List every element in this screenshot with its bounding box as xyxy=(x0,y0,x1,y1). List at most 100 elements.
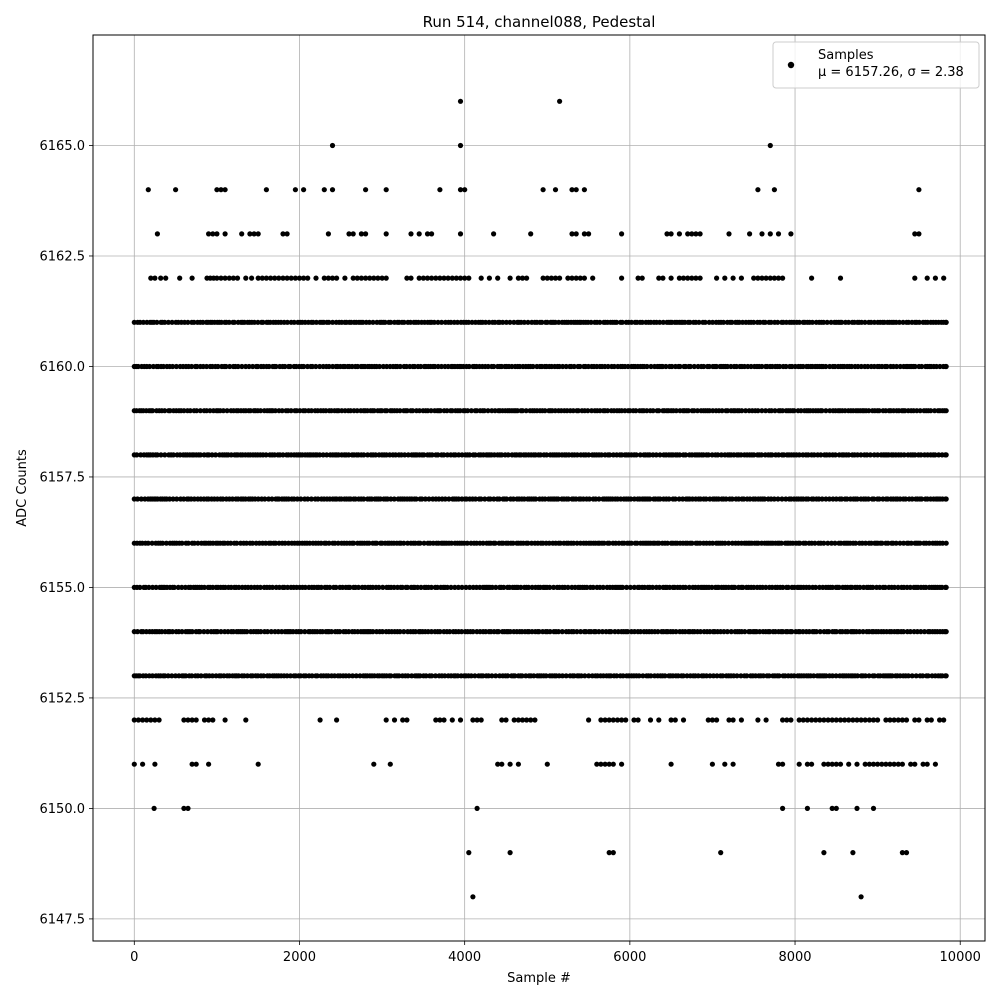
data-point xyxy=(547,629,553,635)
data-point xyxy=(197,452,204,458)
y-tick-label: 6160.0 xyxy=(40,360,86,375)
data-point xyxy=(586,496,593,502)
data-point xyxy=(507,761,513,767)
data-point xyxy=(635,717,641,723)
data-point xyxy=(656,275,662,281)
data-point xyxy=(524,275,530,281)
data-point xyxy=(201,584,207,591)
data-point xyxy=(693,231,699,237)
data-point xyxy=(194,408,200,414)
data-point xyxy=(313,275,319,281)
data-point xyxy=(416,408,423,414)
data-point xyxy=(924,275,930,281)
data-point xyxy=(772,408,778,414)
data-point xyxy=(201,629,207,635)
data-point xyxy=(857,584,863,591)
data-point xyxy=(507,850,513,856)
data-point xyxy=(455,584,461,591)
data-point xyxy=(249,540,256,546)
data-point xyxy=(917,540,923,546)
data-point xyxy=(796,717,802,723)
data-point xyxy=(552,275,559,281)
data-point xyxy=(308,408,315,414)
data-point xyxy=(495,275,501,281)
data-point xyxy=(650,584,656,591)
data-point xyxy=(515,717,522,723)
y-tick-label: 6152.5 xyxy=(40,691,86,706)
data-point xyxy=(582,673,588,679)
data-point xyxy=(824,319,830,325)
data-point xyxy=(578,629,584,635)
data-point xyxy=(397,408,403,414)
data-point xyxy=(846,319,852,325)
data-point xyxy=(218,629,224,635)
data-point xyxy=(796,761,802,767)
data-point xyxy=(895,761,901,767)
data-point xyxy=(624,584,630,591)
data-point xyxy=(154,231,160,237)
data-point xyxy=(569,275,575,281)
data-point xyxy=(530,363,536,370)
data-point xyxy=(408,231,414,237)
data-point xyxy=(540,275,546,281)
data-point xyxy=(548,275,555,281)
data-point xyxy=(919,363,925,370)
data-point xyxy=(879,540,885,546)
data-point xyxy=(606,761,612,767)
data-point xyxy=(775,319,781,325)
data-point xyxy=(789,629,795,635)
data-point xyxy=(284,319,290,325)
data-point xyxy=(367,275,373,281)
data-point xyxy=(605,408,611,414)
data-point xyxy=(837,275,844,281)
data-point xyxy=(457,275,464,281)
data-point xyxy=(138,496,144,502)
data-point xyxy=(729,496,735,502)
data-point xyxy=(383,275,389,281)
data-point xyxy=(714,275,720,281)
data-point xyxy=(565,584,571,591)
data-point xyxy=(912,231,918,237)
data-point xyxy=(673,629,679,635)
data-point xyxy=(462,187,468,193)
data-point xyxy=(817,629,823,635)
data-point xyxy=(771,496,777,502)
data-point xyxy=(860,629,866,635)
data-point xyxy=(850,717,856,723)
data-point xyxy=(134,496,141,502)
data-point xyxy=(317,717,323,723)
data-point xyxy=(330,319,336,325)
data-point xyxy=(876,496,882,502)
data-point xyxy=(653,452,659,458)
data-point xyxy=(423,673,429,679)
data-point xyxy=(682,584,689,591)
data-point xyxy=(809,319,816,325)
data-point xyxy=(908,540,914,546)
data-point xyxy=(279,408,285,414)
data-point xyxy=(821,850,827,856)
data-point xyxy=(347,584,353,591)
data-point xyxy=(719,408,725,414)
data-point xyxy=(823,408,829,414)
data-point xyxy=(214,275,220,281)
data-point xyxy=(676,231,683,237)
x-tick-label: 2000 xyxy=(283,950,316,965)
data-point xyxy=(804,805,811,812)
data-point xyxy=(145,187,151,193)
data-point xyxy=(585,408,591,414)
data-point xyxy=(751,275,757,281)
data-point xyxy=(597,319,603,325)
data-point xyxy=(713,363,720,370)
data-point xyxy=(429,673,435,679)
data-point xyxy=(510,496,516,502)
x-axis-label: Sample # xyxy=(507,971,571,986)
data-point xyxy=(885,540,891,546)
data-point xyxy=(179,540,185,546)
data-point xyxy=(937,717,943,723)
data-point xyxy=(361,452,367,458)
legend-series-name: Samples xyxy=(818,48,874,63)
data-point xyxy=(563,673,569,679)
data-point xyxy=(884,363,890,370)
data-point xyxy=(226,275,232,281)
data-point xyxy=(346,231,352,237)
